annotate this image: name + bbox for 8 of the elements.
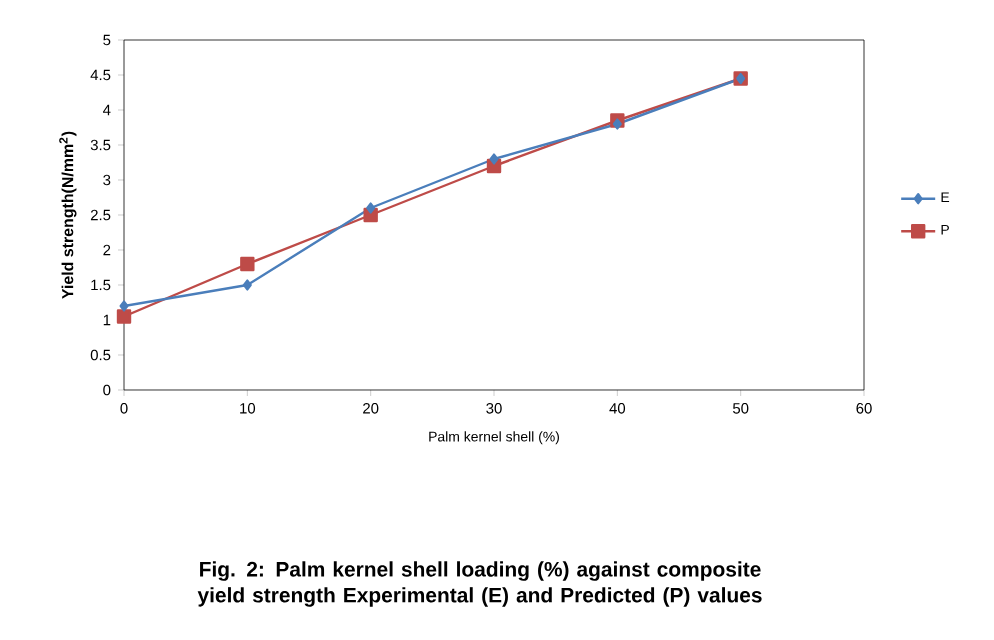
point (242, 279, 252, 291)
point (240, 256, 255, 272)
caption: Fig. 2: Palm kernel shell loading (%) against composite yield strength Experimental (E) and Predicted (P) values (197, 561, 762, 607)
point (366, 202, 376, 214)
point (489, 153, 499, 165)
point (116, 309, 132, 324)
point (612, 118, 622, 130)
point (119, 300, 129, 312)
